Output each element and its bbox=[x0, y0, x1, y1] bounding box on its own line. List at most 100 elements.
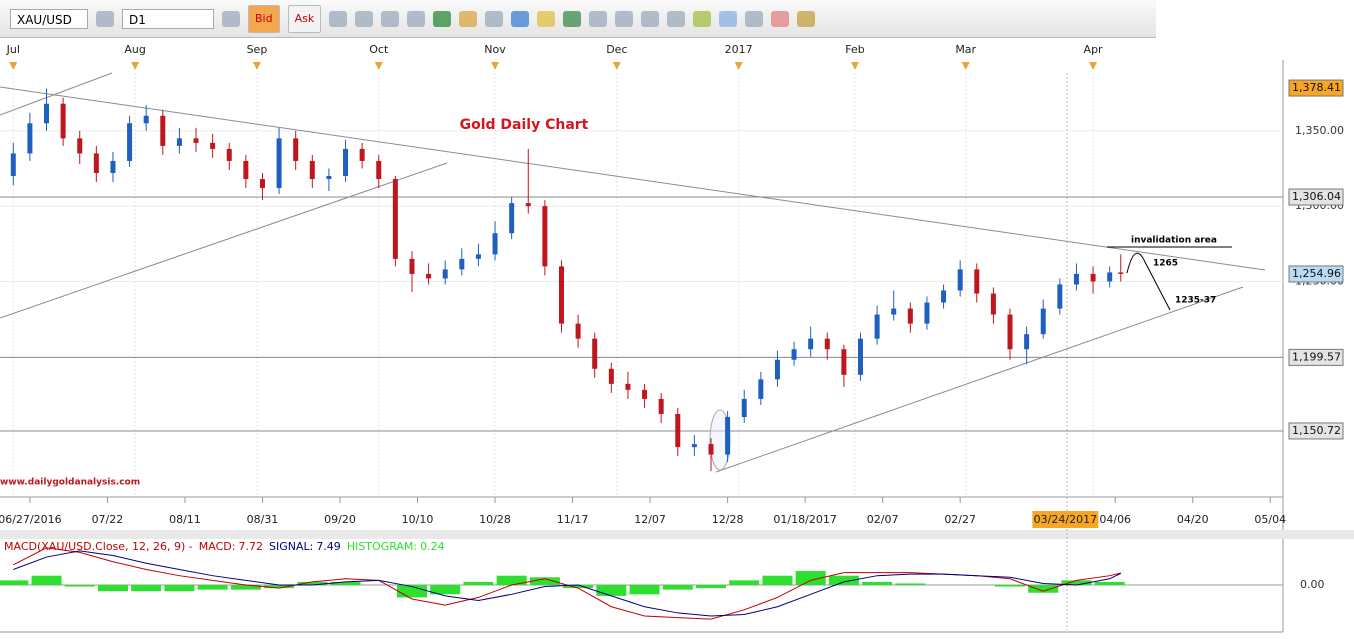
histogram-bar bbox=[1094, 581, 1125, 585]
icon[interactable] bbox=[381, 10, 400, 27]
icon[interactable] bbox=[667, 10, 686, 27]
x-tick-label: 08/31 bbox=[247, 513, 279, 526]
candle-body bbox=[974, 269, 980, 294]
candle-body bbox=[259, 179, 265, 189]
price-label-box bbox=[1288, 348, 1344, 366]
icon[interactable] bbox=[329, 10, 348, 27]
icon[interactable] bbox=[641, 10, 660, 27]
trend-line bbox=[715, 286, 1244, 473]
candle-body bbox=[60, 103, 66, 139]
candle-body bbox=[326, 176, 332, 180]
month-marker bbox=[1089, 62, 1098, 70]
watermark: www.dailygoldanalysis.com bbox=[0, 478, 140, 488]
icon[interactable] bbox=[96, 10, 114, 27]
candle-body bbox=[359, 148, 365, 161]
icon[interactable] bbox=[563, 10, 582, 27]
candle-body bbox=[376, 160, 382, 180]
x-tick-label: 07/22 bbox=[92, 513, 124, 526]
month-marker bbox=[961, 62, 970, 70]
candle-body bbox=[924, 302, 930, 324]
month-label: Nov bbox=[484, 43, 506, 56]
x-tick-label: 05/04 bbox=[1254, 513, 1286, 526]
candle-body bbox=[758, 379, 764, 399]
histogram-bar bbox=[695, 585, 726, 589]
icon[interactable] bbox=[222, 10, 240, 27]
candle-body bbox=[143, 115, 149, 124]
icon[interactable] bbox=[433, 10, 452, 27]
icon[interactable] bbox=[693, 10, 712, 27]
histogram-bar bbox=[330, 581, 361, 585]
icon[interactable] bbox=[771, 10, 790, 27]
month-marker bbox=[252, 62, 261, 70]
legend-value: 7.49 bbox=[316, 540, 341, 553]
bid-button[interactable]: Bid bbox=[248, 4, 280, 33]
histogram-bar bbox=[1028, 585, 1059, 593]
histogram-bar bbox=[0, 580, 29, 585]
candle-body bbox=[409, 258, 415, 274]
histogram-bar bbox=[795, 571, 826, 585]
x-tick-label: 08/11 bbox=[169, 513, 201, 526]
histogram-bar bbox=[496, 575, 527, 585]
candle-body bbox=[110, 160, 116, 174]
icon[interactable] bbox=[485, 10, 504, 27]
icon[interactable] bbox=[797, 10, 816, 27]
candle-body bbox=[442, 269, 448, 279]
candle-body bbox=[675, 413, 681, 448]
price-label-box bbox=[1288, 422, 1344, 440]
candle-body bbox=[475, 254, 481, 259]
candle-body bbox=[841, 349, 847, 375]
candle-body bbox=[243, 160, 249, 180]
candle-body bbox=[509, 203, 515, 234]
icon[interactable] bbox=[719, 10, 738, 27]
symbol-select[interactable]: XAU/USD bbox=[10, 8, 88, 29]
candle-body bbox=[575, 323, 581, 339]
ask-button[interactable]: Ask bbox=[287, 4, 322, 33]
candle-body bbox=[44, 103, 50, 124]
candle-body bbox=[27, 123, 33, 154]
candle-body bbox=[957, 269, 963, 291]
candle-body bbox=[93, 153, 99, 174]
candle-body bbox=[459, 258, 465, 270]
candle-body bbox=[77, 138, 83, 154]
price-label: 1,150.72 bbox=[1292, 424, 1341, 437]
candle-body bbox=[741, 398, 747, 417]
candle-body bbox=[309, 160, 315, 180]
month-label: Mar bbox=[955, 43, 976, 56]
timeframe-select[interactable]: D1 bbox=[122, 8, 214, 29]
candle-body bbox=[176, 138, 182, 146]
icon[interactable] bbox=[589, 10, 608, 27]
histogram-bar bbox=[297, 581, 328, 585]
candle-body bbox=[858, 338, 864, 375]
icon[interactable] bbox=[407, 10, 426, 27]
legend-value: 7.72 bbox=[238, 540, 263, 553]
icon[interactable] bbox=[615, 10, 634, 27]
macd-line bbox=[13, 550, 1121, 617]
cursor-date-label: 03/24/2017 bbox=[1034, 513, 1097, 526]
candle-body bbox=[808, 338, 814, 350]
icon[interactable] bbox=[511, 10, 530, 27]
candle-body bbox=[608, 368, 614, 384]
histogram-bar bbox=[662, 585, 693, 590]
candle-body bbox=[625, 383, 631, 390]
x-tick-label: 11/17 bbox=[557, 513, 589, 526]
month-marker bbox=[131, 62, 140, 70]
histogram-bar bbox=[729, 580, 760, 585]
histogram-bar bbox=[264, 585, 295, 589]
x-tick-label: 02/27 bbox=[944, 513, 976, 526]
x-tick-label: 12/28 bbox=[712, 513, 744, 526]
candle-body bbox=[1090, 273, 1096, 282]
candle-body bbox=[10, 153, 16, 177]
icon[interactable] bbox=[745, 10, 764, 27]
histogram-bar bbox=[629, 585, 660, 595]
month-marker bbox=[491, 62, 500, 70]
icon[interactable] bbox=[355, 10, 374, 27]
x-tick-label: 06/27/2016 bbox=[0, 513, 62, 526]
month-label: 2017 bbox=[725, 43, 753, 56]
icon[interactable] bbox=[459, 10, 478, 27]
candle-body bbox=[774, 359, 780, 380]
icon[interactable] bbox=[537, 10, 556, 27]
histogram-bar bbox=[762, 575, 793, 585]
legend-name: HISTOGRAM: bbox=[346, 540, 418, 553]
projection-arrow bbox=[1126, 252, 1171, 311]
